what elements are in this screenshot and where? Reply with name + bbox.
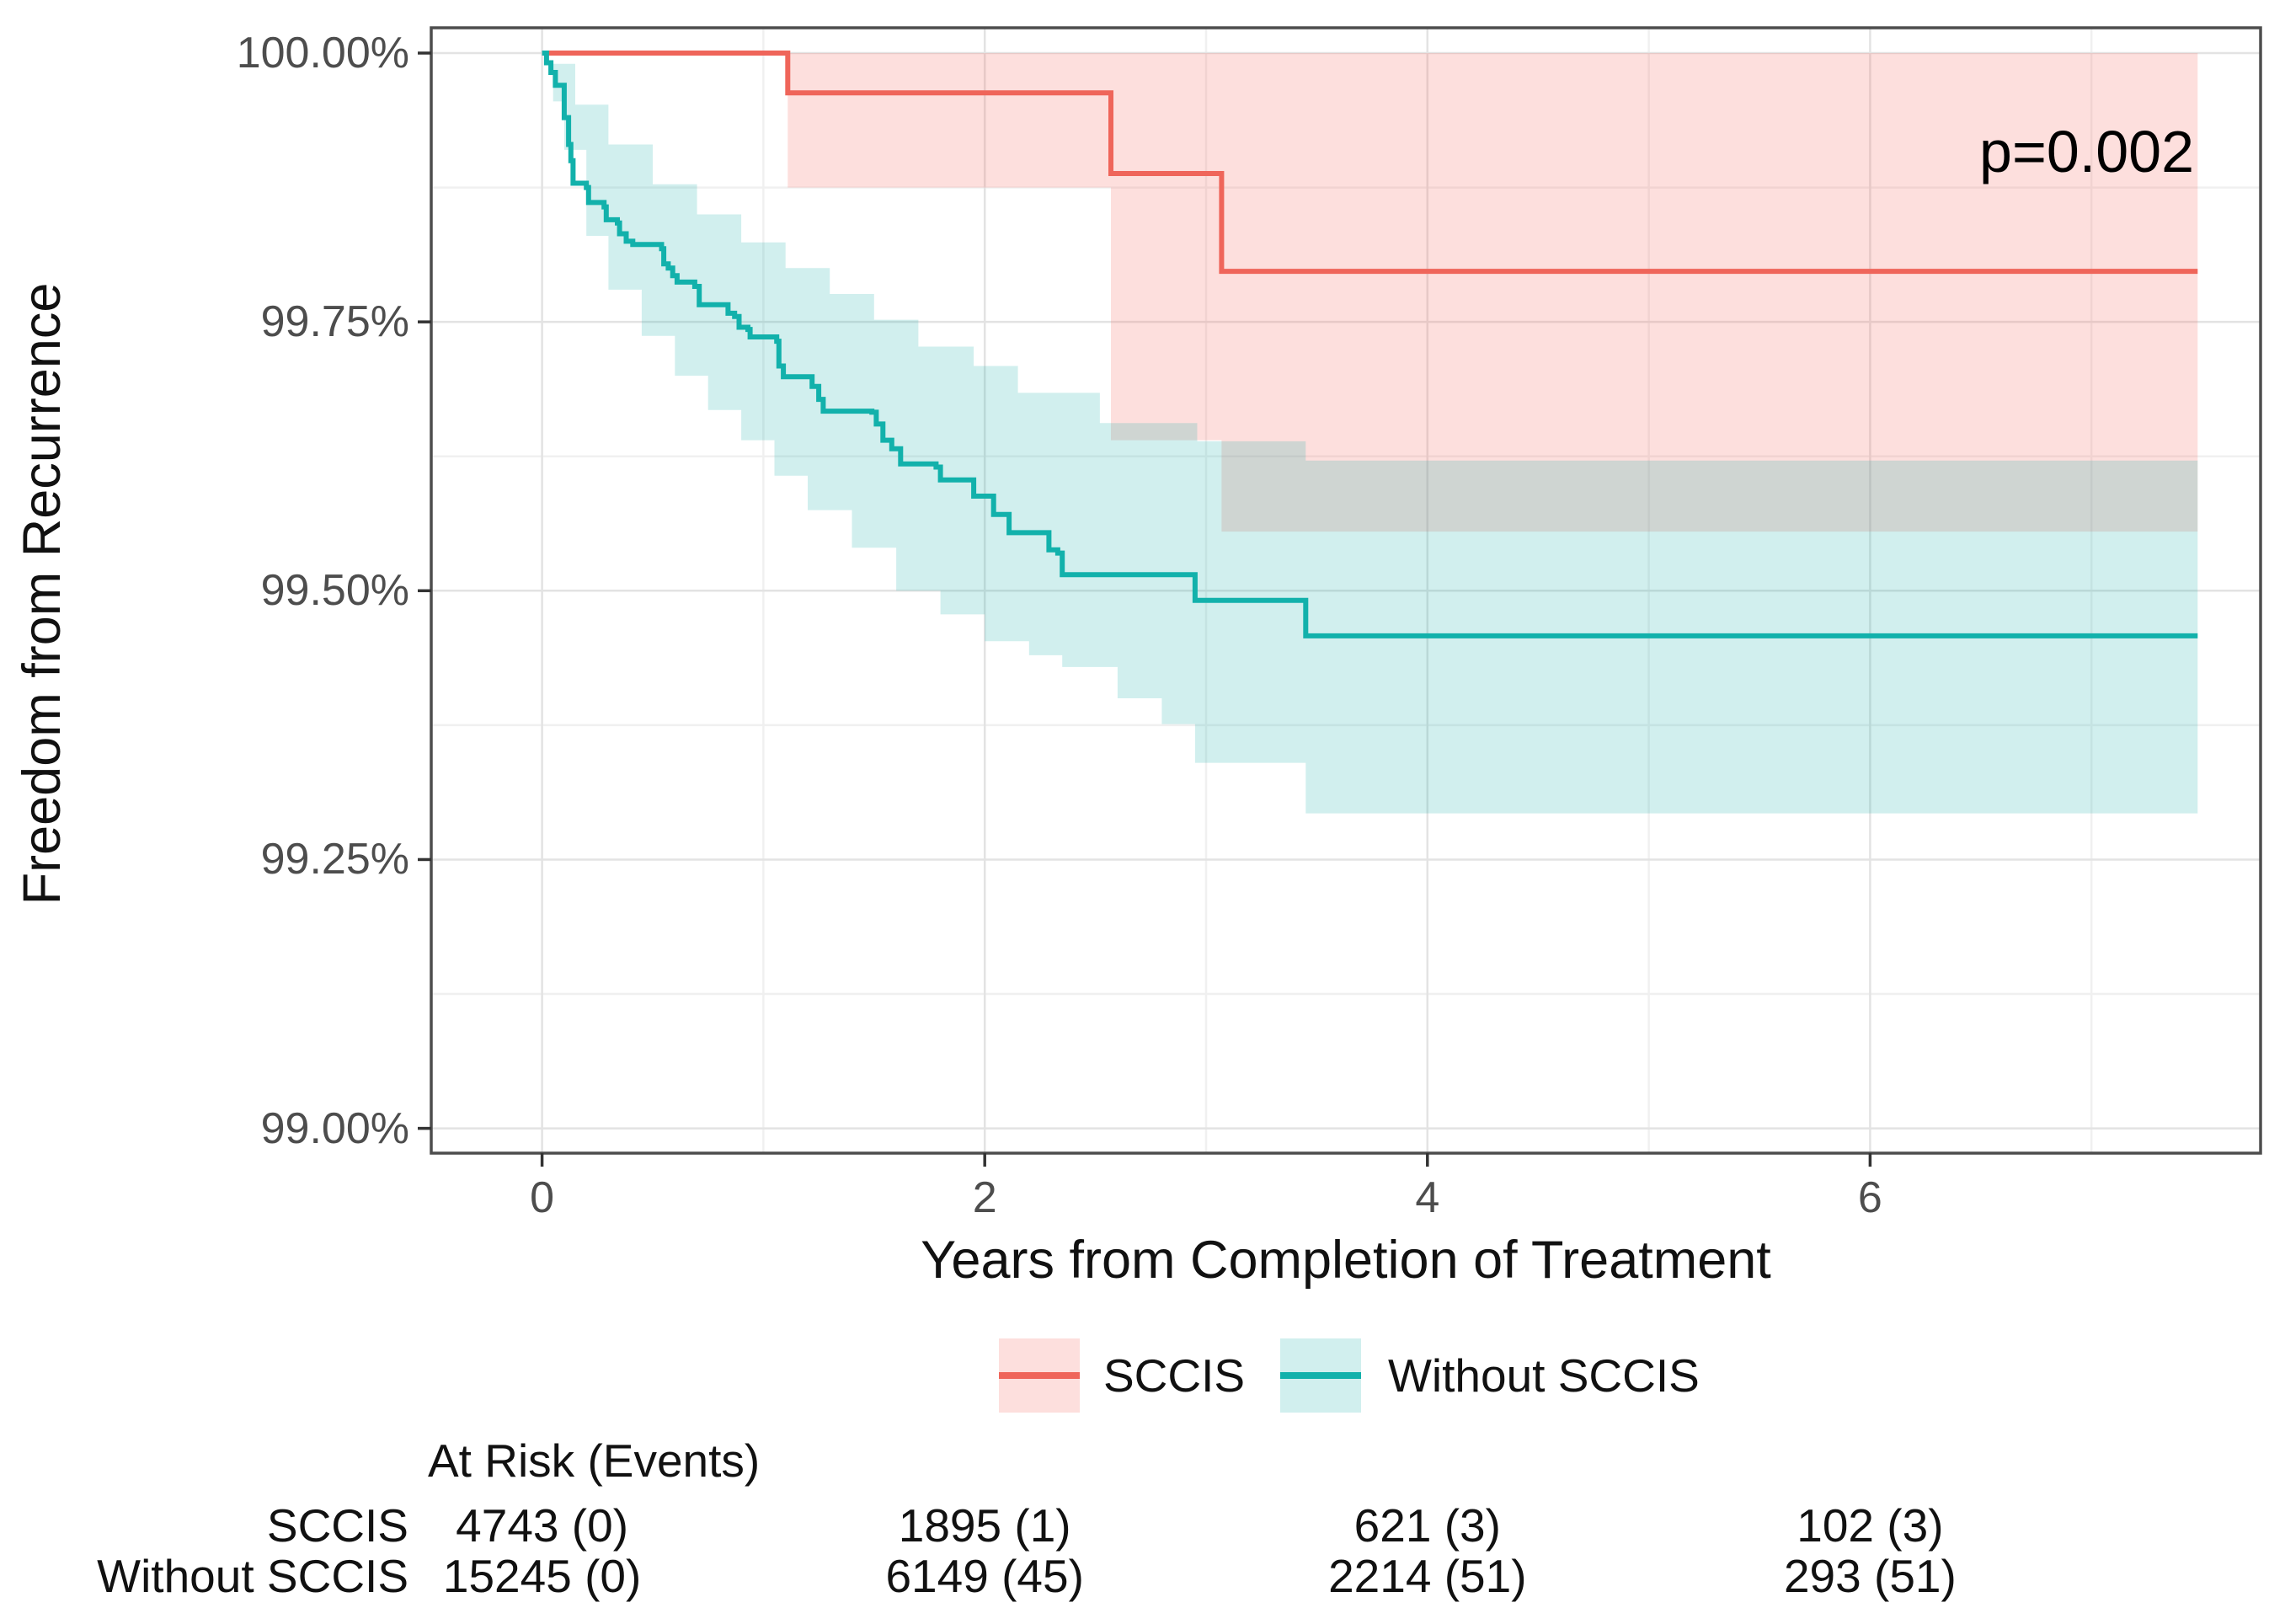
risk-table-value: 6149 (45) — [885, 1550, 1084, 1602]
risk-table-value: 15245 (0) — [442, 1550, 642, 1602]
legend-label-without-sccis: Without SCCIS — [1388, 1349, 1700, 1402]
risk-table-value: 102 (3) — [1797, 1499, 1944, 1552]
risk-table-value: 621 (3) — [1353, 1499, 1501, 1552]
x-tick-label: 0 — [530, 1173, 555, 1222]
gridlines — [431, 28, 2261, 1153]
risk-row-label-sccis: SCCIS — [266, 1499, 408, 1552]
y-tick-label: 99.75% — [260, 297, 409, 347]
y-axis-title: Freedom from Recurrence — [13, 282, 72, 905]
y-tick-label: 99.50% — [260, 566, 409, 616]
y-tick-label: 100.00% — [236, 29, 409, 77]
risk-table-value: 4743 (0) — [456, 1499, 629, 1552]
legend-line-sccis-icon — [999, 1372, 1080, 1379]
y-tick-label: 99.25% — [260, 835, 409, 884]
km-curve-sccis — [542, 51, 2198, 275]
legend-label-sccis: SCCIS — [1103, 1349, 1246, 1402]
y-tick-label: 99.00% — [260, 1103, 409, 1153]
legend-key-without-sccis — [1280, 1338, 1361, 1413]
risk-table-value: 2214 (51) — [1328, 1550, 1527, 1602]
x-tick-label: 2 — [972, 1173, 997, 1222]
p-value-annotation: p=0.002 — [1979, 119, 2194, 184]
axis-tick-marks — [418, 51, 1872, 1167]
risk-table-value: 293 (51) — [1783, 1550, 1957, 1602]
x-tick-label: 6 — [1857, 1173, 1882, 1222]
legend-key-sccis — [999, 1338, 1080, 1413]
x-tick-label: 4 — [1415, 1173, 1440, 1222]
km-curve-without-sccis — [542, 51, 2198, 638]
legend-line-without-sccis-icon — [1280, 1372, 1361, 1379]
risk-table-header: At Risk (Events) — [428, 1434, 761, 1487]
risk-row-label-without-sccis: Without SCCIS — [97, 1550, 408, 1602]
risk-table-value: 1895 (1) — [898, 1499, 1071, 1552]
confidence-band-without-sccis — [542, 53, 2198, 814]
x-axis-title: Years from Completion of Treatment — [921, 1231, 1771, 1290]
